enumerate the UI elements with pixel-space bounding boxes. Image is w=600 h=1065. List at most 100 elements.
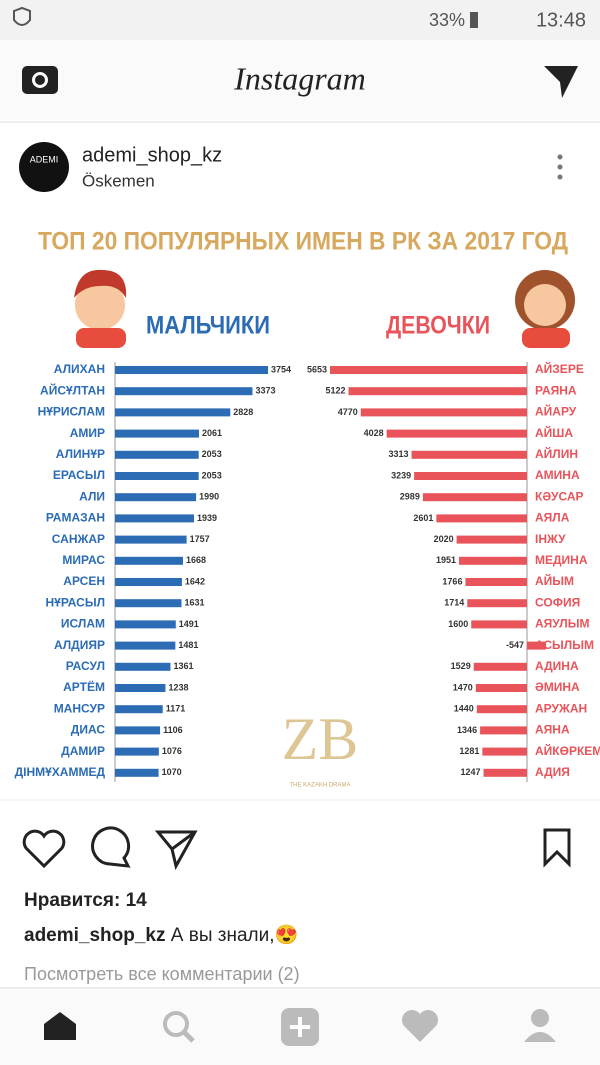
share-button[interactable] [154,830,198,871]
boy-value: 1990 [199,492,219,502]
boy-value: 1070 [162,767,182,777]
caption-user[interactable]: ademi_shop_kz [24,925,166,946]
girl-bar [527,641,547,650]
boy-value: 2828 [233,407,253,417]
girl-name: АЙКӨРКЕМ [535,743,600,758]
girl-value: 4028 [364,428,384,438]
home-button[interactable] [44,1012,76,1040]
girls-label: ДЕВОЧКИ [386,312,490,340]
boy-value: 1361 [173,661,193,671]
girl-value: 1714 [444,598,464,608]
girl-bar [330,366,527,374]
girl-value: 2989 [400,492,420,502]
girl-name: АДИНА [535,659,579,673]
boy-name: ДИАС [71,723,106,737]
location[interactable]: Öskemen [82,171,155,190]
girl-value: 3313 [389,449,409,459]
boy-value: 1642 [185,576,205,586]
boy-bar [115,768,159,777]
boy-name: МАНСУР [54,701,105,715]
boy-value: 3754 [271,364,291,374]
boy-name: АЛИНҰР [56,447,105,461]
girl-bar [465,578,527,586]
girl-name: КӘУСАР [535,489,584,503]
girl-name: АДИЯ [535,765,570,779]
caption-text: А вы знали,😍 [171,924,298,946]
search-button[interactable] [163,1011,195,1043]
boy-value: 1238 [168,682,188,692]
more-button[interactable] [557,154,563,180]
boy-name: АМИР [70,426,105,440]
boy-bar [115,450,199,459]
girl-value: 1281 [459,746,479,756]
boy-value: 1106 [163,725,183,735]
add-button[interactable] [281,1008,319,1046]
girl-bar [436,514,527,523]
avatar[interactable] [19,142,69,192]
boy-bar [115,472,199,480]
girl-bar [475,684,527,692]
girl-value: 1529 [451,661,471,671]
girl-value: 1346 [457,725,477,735]
girl-name: АЙЫМ [535,573,574,588]
girl-name: АЙЛИН [535,446,578,461]
boy-name: НҰРИСЛАМ [38,405,105,419]
girl-value: 4770 [338,407,358,417]
girl-name: СОФИЯ [535,595,580,609]
boy-value: 2053 [202,470,222,480]
boy-name: ИСЛАМ [61,617,105,631]
username[interactable]: ademi_shop_kz [82,144,222,166]
comments-link[interactable]: Посмотреть все комментарии (2) [24,964,300,984]
boy-bar [115,556,183,565]
boy-name: ДІНМҰХАММЕД [15,765,106,779]
boy-name: РАСУЛ [66,659,105,673]
girl-name: МЕДИНА [535,553,588,567]
logo: Instagram [233,60,366,96]
boy-value: 1939 [197,513,217,523]
girl-name: АЯУЛЫМ [535,617,589,631]
girl-name: АЙЗЕРЕ [535,361,584,376]
boy-value: 3373 [255,386,275,396]
boy-bar [115,599,182,608]
girl-bar [386,429,527,438]
boys-label: МАЛЬЧИКИ [146,312,270,340]
girl-bar [483,768,527,777]
girl-value: 5122 [325,386,345,396]
activity-button[interactable] [402,1010,438,1042]
girl-value: 1440 [454,704,474,714]
girl-bar [467,599,527,608]
boy-name: АРСЕН [63,574,105,588]
girl-value: 1247 [461,767,481,777]
girl-bar [471,620,527,629]
camera-button[interactable] [22,66,58,94]
likes[interactable]: Нравится: 14 [24,890,147,911]
direct-button[interactable] [544,66,578,98]
girl-value: 2020 [434,534,454,544]
boy-value: 2061 [202,428,222,438]
watermark: ZB [282,706,359,772]
battery-icon [470,12,478,28]
boy-bar [115,578,182,586]
girl-value: 1951 [436,555,456,565]
boy-bar [115,493,197,502]
girl-name: АЙАРУ [535,404,577,419]
boy-name: АЙСҰЛТАН [40,382,105,397]
girl-bar [360,408,527,417]
boy-name: САНЖАР [52,532,105,546]
girl-bar [348,387,527,396]
like-button[interactable] [22,829,66,869]
girl-value: 2601 [413,513,433,523]
shield-icon [13,6,31,26]
girl-bar [480,726,527,735]
girl-value: 5653 [307,364,327,374]
profile-button[interactable] [524,1009,556,1042]
boy-name: АЛИ [79,489,105,503]
boy-bar [115,662,171,671]
boy-bar [115,535,187,544]
save-button[interactable] [543,828,571,868]
comment-button[interactable] [91,826,131,868]
boy-value: 1668 [186,555,206,565]
girl-icon [515,270,575,348]
